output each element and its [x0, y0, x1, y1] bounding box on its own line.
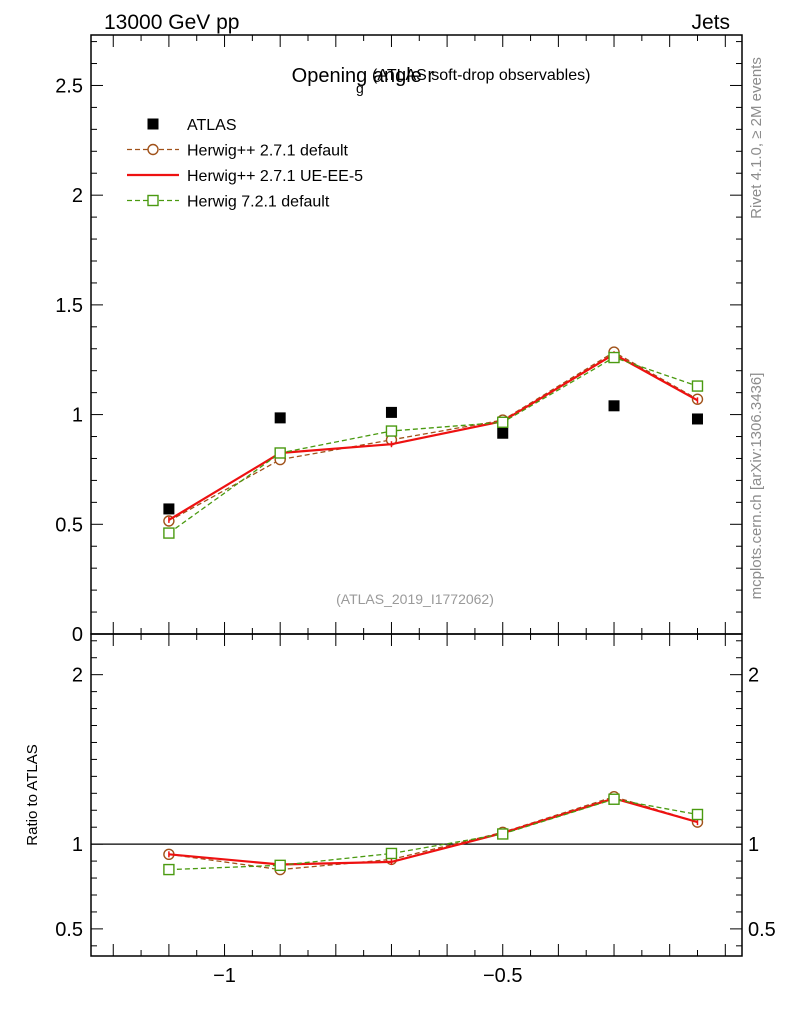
data-point: [274, 447, 286, 459]
axis-ticks: 0.5 1 1.5 2 2.5 0 −1 −0.5 0.5 0.5 1 1 2 2: [55, 35, 776, 987]
series-0-2: [168, 351, 699, 523]
ratio-y-tick-label-right: 0.5: [748, 919, 776, 941]
data-point: [274, 412, 286, 424]
data-point: [385, 847, 398, 860]
series-line: [168, 797, 698, 866]
data-point: [385, 406, 397, 418]
series-0-3: [163, 351, 704, 539]
legend-label: ATLAS: [187, 117, 237, 134]
data-point: [163, 527, 175, 539]
main-y-tick-label: 0.5: [55, 514, 83, 536]
header-left-label: 13000 GeV pp: [104, 11, 239, 34]
legend: ATLAS Herwig++ 2.7.1 default Herwig++ 2.7.…: [127, 117, 363, 211]
series-1-1: [168, 795, 699, 868]
rivet-version-label: Rivet 4.1.0, ≥ 2M events: [748, 57, 765, 219]
main-y-tick-label: 2: [72, 185, 83, 207]
data-point: [691, 380, 704, 392]
chart-title: Opening angle r: [292, 65, 435, 87]
data-series: [163, 346, 704, 876]
chart-title-subscript: g: [356, 80, 364, 96]
ratio-panel-frame: [90, 633, 743, 957]
data-point: [385, 425, 398, 437]
chart-subtitle: (ATLAS soft-drop observables): [372, 67, 590, 84]
data-point: [497, 427, 509, 439]
series-line: [168, 798, 698, 871]
series-line: [168, 351, 698, 522]
header-right-label: Jets: [691, 11, 730, 34]
data-point: [274, 859, 286, 872]
mcplots-label: mcplots.cern.ch [arXiv:1306.3436]: [748, 373, 765, 600]
data-point: [691, 808, 704, 821]
main-y-tick-label: 1: [72, 405, 83, 427]
data-point: [163, 863, 175, 876]
ratio-y-tick-label: 2: [72, 665, 83, 687]
series-1-2: [163, 793, 704, 876]
legend-entry: Herwig++ 2.7.1 default: [127, 143, 349, 160]
data-point: [608, 351, 620, 364]
legend-marker: [147, 143, 159, 156]
legend-entry: ATLAS: [147, 117, 237, 134]
legend-marker: [147, 118, 159, 130]
legend-entry: Herwig 7.2.1 default: [127, 194, 330, 211]
x-tick-label: −1: [213, 965, 236, 987]
ratio-y-axis-label: Ratio to ATLAS: [24, 744, 41, 845]
main-y-tick-label-zero: 0: [72, 624, 83, 646]
legend-entry: Herwig++ 2.7.1 UE-EE-5: [127, 168, 363, 185]
data-point: [497, 416, 509, 428]
panel-frames: [90, 34, 743, 957]
ratio-y-tick-label-right: 2: [748, 665, 759, 687]
analysis-watermark: (ATLAS_2019_I1772062): [336, 591, 494, 607]
main-y-tick-label: 1.5: [55, 295, 83, 317]
legend-label: Herwig++ 2.7.1 default: [187, 143, 349, 160]
legend-label: Herwig 7.2.1 default: [187, 194, 330, 211]
series-line: [168, 352, 699, 521]
ratio-y-tick-label: 0.5: [55, 919, 83, 941]
main-y-tick-label: 2.5: [55, 75, 83, 97]
data-point: [163, 503, 175, 515]
data-point: [691, 413, 703, 425]
data-point: [608, 400, 620, 412]
series-0-0: [163, 400, 703, 515]
data-point: [608, 793, 620, 805]
x-tick-label: −0.5: [483, 965, 522, 987]
ratio-y-tick-label: 1: [72, 834, 83, 856]
legend-marker: [147, 194, 159, 207]
data-point: [497, 828, 509, 840]
series-line: [168, 356, 698, 534]
series-line: [168, 796, 698, 871]
legend-label: Herwig++ 2.7.1 UE-EE-5: [187, 168, 363, 185]
ratio-y-tick-label-right: 1: [748, 834, 759, 856]
